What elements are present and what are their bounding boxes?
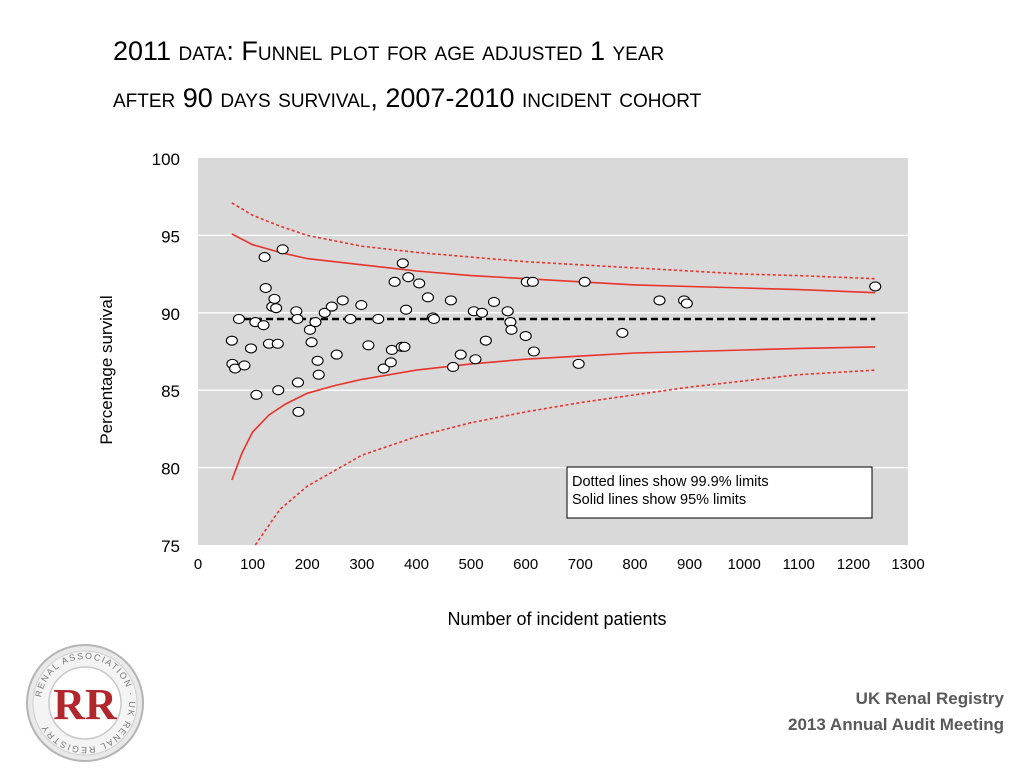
data-point [402,272,415,283]
slide-title-line-1: 2011 data: Funnel plot for age adjusted … [113,36,665,66]
data-point [276,244,289,255]
footer-organisation: UK Renal Registry [855,689,1004,708]
data-point [305,337,318,348]
data-point [344,313,357,325]
data-point [384,357,397,368]
data-point [444,295,457,306]
data-point [388,276,401,287]
data-point [427,313,440,325]
x-tick-label: 800 [622,556,647,573]
data-point [501,306,514,317]
legend-line-dotted: Dotted lines show 99.9% limits [572,474,769,490]
data-point [519,330,532,342]
data-point [270,303,283,314]
legend-line-solid: Solid lines show 95% limits [572,492,746,508]
logo-letters: RR [53,680,118,729]
x-tick-label: 600 [513,556,538,573]
data-point [578,276,591,287]
data-point [232,313,246,325]
data-point [318,307,331,318]
limit-999-lower [254,369,876,546]
x-tick-label: 1100 [783,556,815,573]
data-point [303,324,317,335]
y-tick-label: 95 [161,227,180,246]
data-point [377,363,390,374]
y-tick-label: 85 [161,382,180,401]
data-point [268,293,281,304]
renal-association-logo: RENAL ASSOCIATION · UK RENAL REGISTRY RR [26,644,144,762]
data-point [475,307,489,318]
x-tick-label: 500 [459,556,484,573]
data-point [259,282,272,294]
x-tick-label: 1200 [837,556,870,573]
data-point [291,313,304,325]
footer: UK Renal Registry 2013 Annual Audit Meet… [788,686,1004,738]
data-point [421,292,434,303]
legend-box: Dotted lines show 99.9% limits Solid lin… [566,466,873,519]
data-point [454,349,467,360]
data-point [244,343,258,354]
data-point [238,360,251,371]
data-point [680,298,693,309]
x-tick-label: 200 [295,556,320,573]
data-point [291,377,304,388]
data-point [396,258,409,269]
data-point [258,252,271,263]
footer-meeting: 2013 Annual Audit Meeting [788,715,1004,734]
data-point [469,354,482,365]
data-point [355,300,368,311]
x-tick-label: 100 [240,556,265,573]
data-point [479,335,492,346]
limit-999-upper [231,202,876,280]
data-point [869,281,882,292]
x-tick-label: 300 [349,556,374,573]
slide-title: 2011 data: Funnel plot for age adjusted … [113,28,993,122]
data-point [398,341,411,352]
data-points [225,244,882,417]
data-point [309,317,322,328]
data-point [487,296,501,308]
data-point [526,276,539,287]
x-tick-label: 700 [568,556,593,573]
data-point [413,278,426,289]
data-point [572,358,585,369]
y-tick-label: 100 [152,150,180,169]
data-point [292,406,305,417]
data-point [400,304,413,315]
data-point [312,369,325,380]
data-point [527,346,540,357]
data-point [330,349,343,360]
x-tick-label: 900 [677,556,702,573]
y-tick-label: 75 [161,537,180,556]
x-axis-ticks: 0 100 200 300 400 500 600 700 800 900 1000 1100 1200… [194,556,925,573]
data-point [616,327,629,338]
data-point [336,295,349,306]
limit-95-lower [231,346,876,481]
data-point [505,324,518,335]
y-tick-label: 90 [161,305,180,324]
slide-title-line-2: after 90 days survival, 2007-2010 incide… [113,83,702,113]
x-tick-label: 0 [194,556,202,573]
y-axis-ticks: 75 80 85 90 95 100 [152,150,180,556]
data-point [653,295,666,306]
y-tick-label: 80 [161,460,180,479]
data-point [311,355,324,366]
y-axis-label: Percentage survival [97,295,116,444]
data-point [271,338,284,349]
x-tick-label: 1000 [727,556,760,573]
x-tick-label: 400 [404,556,429,573]
x-axis-label: Number of incident patients [447,609,666,629]
data-point [362,340,375,351]
data-point [447,361,460,373]
data-point [257,320,270,331]
funnel-plot: 75 80 85 90 95 100 0 100 200 300 400 500 600 700 800 9… [97,150,925,629]
data-point [225,335,238,346]
data-point [272,385,285,396]
data-point [325,301,338,312]
data-point [372,313,385,325]
data-point [250,389,263,400]
x-tick-label: 1300 [891,556,924,573]
